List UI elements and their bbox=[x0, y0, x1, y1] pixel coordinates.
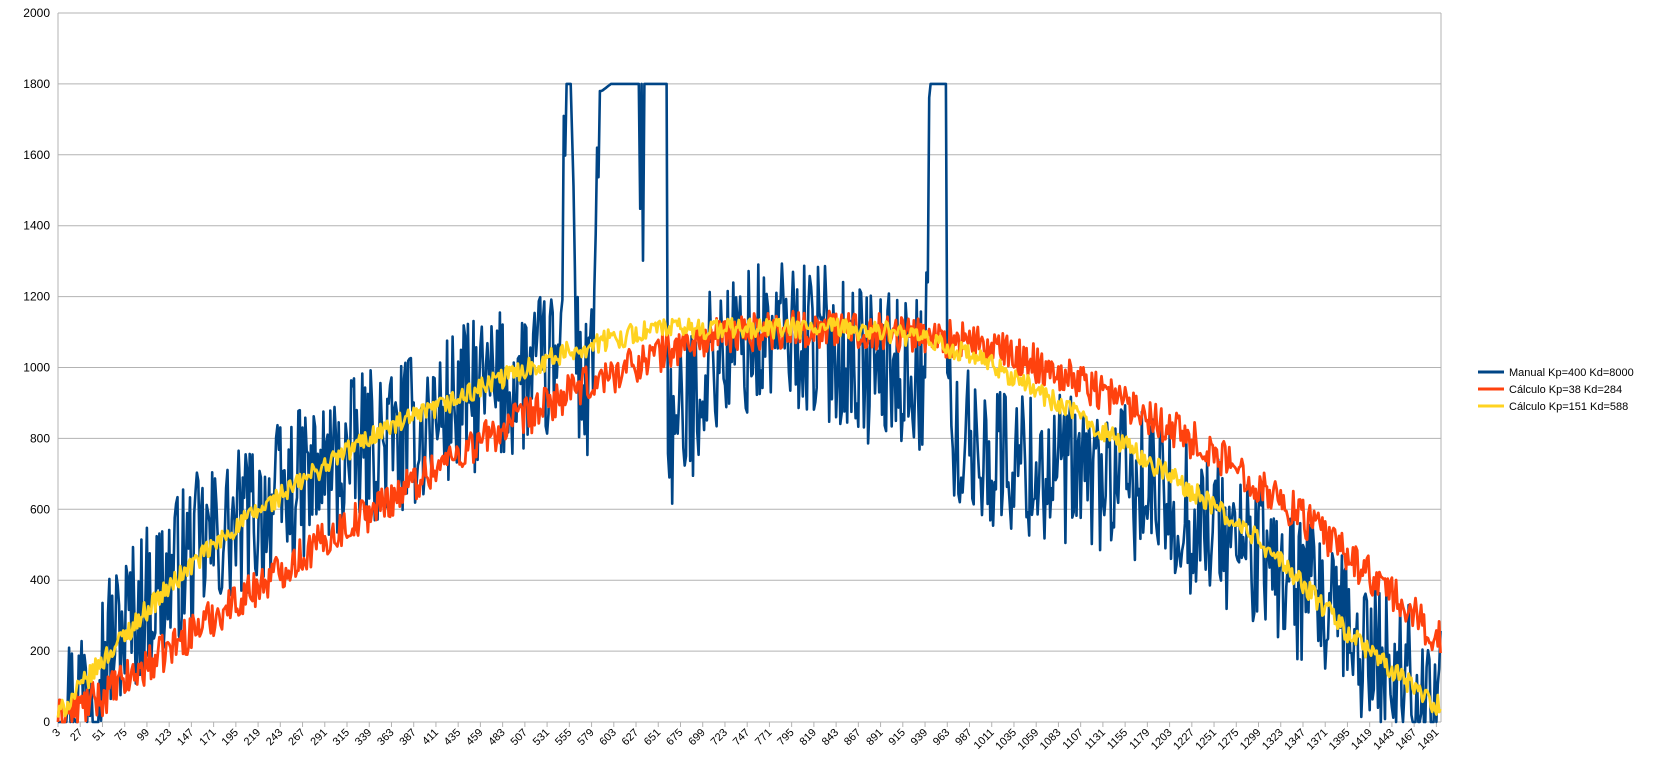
grid-lines bbox=[57, 12, 1442, 723]
y-tick-label: 0 bbox=[43, 715, 50, 729]
y-tick-label: 800 bbox=[30, 431, 50, 445]
legend-entry: Cálculo Kp=38 Kd=284 bbox=[1509, 384, 1622, 396]
y-tick-label: 2000 bbox=[23, 6, 50, 20]
y-axis: 0 200 400 600 800 1000 1200 1400 1600 1800 2000 bbox=[23, 6, 50, 729]
y-tick-label: 1400 bbox=[23, 219, 50, 233]
series-lines bbox=[56, 82, 1442, 724]
y-tick-label: 1800 bbox=[23, 77, 50, 91]
y-tick-label: 400 bbox=[30, 573, 50, 587]
y-tick-label: 1200 bbox=[23, 290, 50, 304]
legend-entry: Manual Kp=400 Kd=8000 bbox=[1509, 367, 1634, 379]
y-tick-label: 600 bbox=[30, 502, 50, 516]
y-tick-label: 1000 bbox=[23, 361, 50, 375]
legend: Manual Kp=400 Kd=8000 Cálculo Kp=38 Kd=28… bbox=[1478, 367, 1634, 413]
legend-entry: Cálculo Kp=151 Kd=588 bbox=[1509, 401, 1628, 413]
series-line bbox=[56, 309, 1442, 724]
y-tick-label: 1600 bbox=[23, 148, 50, 162]
y-tick-label: 200 bbox=[30, 644, 50, 658]
series-line bbox=[56, 316, 1442, 718]
series-line bbox=[58, 82, 1442, 724]
